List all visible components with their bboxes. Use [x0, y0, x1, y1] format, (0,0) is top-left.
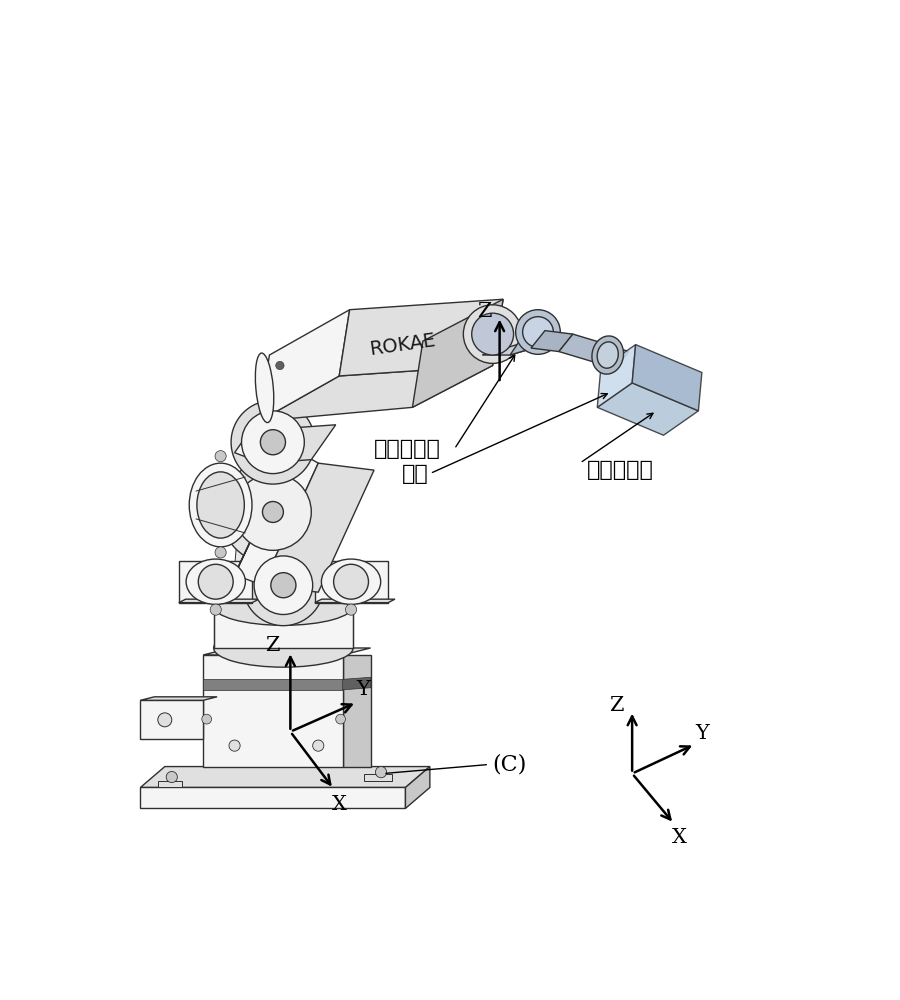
Polygon shape	[235, 477, 315, 568]
Circle shape	[479, 333, 486, 340]
Circle shape	[260, 430, 285, 455]
Polygon shape	[482, 345, 545, 355]
Ellipse shape	[321, 559, 381, 604]
Circle shape	[220, 460, 325, 564]
Polygon shape	[364, 774, 392, 781]
Polygon shape	[343, 655, 371, 767]
Circle shape	[243, 545, 324, 626]
Circle shape	[166, 771, 177, 783]
Circle shape	[334, 564, 368, 599]
Text: Z: Z	[477, 302, 491, 321]
Circle shape	[198, 564, 233, 599]
Polygon shape	[598, 383, 698, 435]
Polygon shape	[259, 365, 492, 421]
Ellipse shape	[197, 472, 244, 538]
Polygon shape	[203, 679, 343, 690]
Polygon shape	[235, 442, 297, 575]
Ellipse shape	[598, 342, 618, 368]
Circle shape	[229, 740, 240, 751]
Polygon shape	[203, 648, 371, 655]
Text: X: X	[672, 828, 687, 847]
Circle shape	[158, 713, 172, 727]
Circle shape	[472, 313, 514, 355]
Circle shape	[254, 556, 312, 615]
Circle shape	[202, 714, 211, 724]
Ellipse shape	[213, 629, 353, 667]
Text: (C): (C)	[492, 753, 527, 775]
Polygon shape	[315, 561, 388, 603]
Polygon shape	[405, 767, 430, 808]
Circle shape	[215, 451, 226, 462]
Ellipse shape	[186, 559, 246, 604]
Ellipse shape	[256, 353, 274, 423]
Circle shape	[231, 400, 315, 484]
Polygon shape	[140, 767, 430, 787]
Text: 负载坐标系: 负载坐标系	[587, 460, 653, 480]
Text: Y: Y	[356, 680, 371, 699]
Text: 负载: 负载	[402, 464, 428, 484]
Polygon shape	[179, 599, 259, 603]
Circle shape	[241, 411, 304, 474]
Polygon shape	[315, 599, 395, 603]
Text: Z: Z	[265, 636, 280, 655]
Circle shape	[346, 604, 356, 615]
Polygon shape	[531, 331, 573, 352]
Polygon shape	[632, 345, 702, 411]
Circle shape	[336, 714, 346, 724]
Circle shape	[375, 767, 387, 778]
Polygon shape	[339, 299, 503, 376]
Polygon shape	[140, 697, 217, 700]
Polygon shape	[203, 655, 343, 767]
Text: ROKAE: ROKAE	[367, 331, 436, 359]
Ellipse shape	[592, 336, 624, 374]
Polygon shape	[235, 418, 287, 463]
Polygon shape	[594, 345, 628, 369]
Circle shape	[271, 573, 296, 598]
Polygon shape	[510, 324, 559, 355]
Circle shape	[464, 305, 522, 363]
Polygon shape	[140, 787, 405, 808]
Polygon shape	[559, 334, 608, 362]
Circle shape	[263, 502, 284, 522]
Circle shape	[210, 604, 221, 615]
Circle shape	[516, 310, 561, 354]
Circle shape	[523, 317, 554, 347]
Polygon shape	[235, 449, 319, 585]
Polygon shape	[158, 781, 182, 787]
Circle shape	[275, 361, 284, 370]
Text: Z: Z	[609, 696, 624, 715]
Polygon shape	[179, 561, 252, 603]
Polygon shape	[213, 606, 353, 648]
Ellipse shape	[189, 463, 252, 547]
Polygon shape	[598, 345, 635, 407]
Polygon shape	[140, 700, 203, 739]
Polygon shape	[263, 425, 336, 463]
Circle shape	[312, 740, 324, 751]
Polygon shape	[263, 463, 374, 592]
Polygon shape	[412, 299, 503, 407]
Polygon shape	[259, 310, 349, 421]
Text: X: X	[332, 795, 347, 814]
Circle shape	[215, 547, 226, 558]
Text: 工具坐标系: 工具坐标系	[374, 439, 441, 459]
Polygon shape	[343, 677, 371, 690]
Circle shape	[235, 474, 311, 550]
Ellipse shape	[213, 587, 353, 625]
Text: Y: Y	[695, 724, 709, 743]
